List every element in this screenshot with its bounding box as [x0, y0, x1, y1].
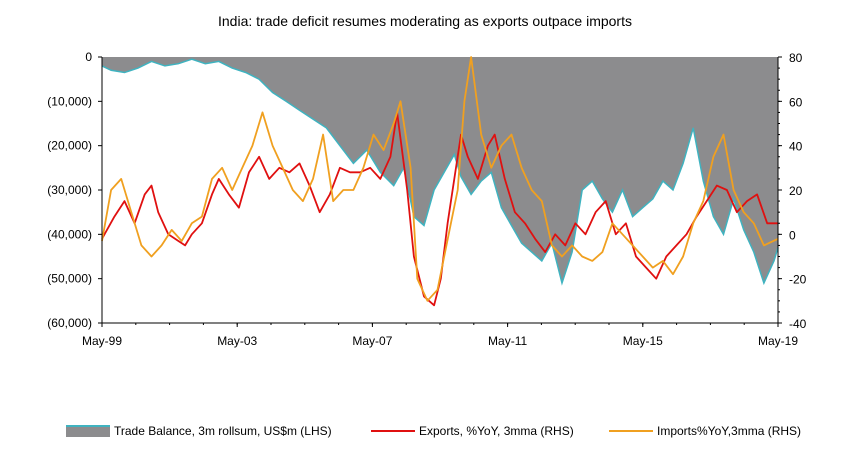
right-tick-label: 0 — [789, 228, 796, 242]
trade-balance-edge — [101, 58, 779, 286]
axes: 0 (10,000) (20,000) (30,000) (40,000) (50,000… — [47, 50, 806, 348]
trade-balance-area — [102, 57, 778, 284]
left-tick-label: (10,000) — [47, 94, 92, 108]
left-tick-label: (30,000) — [47, 183, 92, 197]
legend-item-trade-balance: Trade Balance, 3m rollsum, US$m (LHS) — [66, 424, 332, 438]
imports-line — [101, 56, 779, 302]
right-tick-label: 60 — [789, 95, 803, 109]
legend: Trade Balance, 3m rollsum, US$m (LHS) Ex… — [0, 424, 851, 442]
legend-item-imports: Imports%YoY,3mma (RHS) — [609, 424, 801, 438]
x-tick-label: May-15 — [623, 334, 663, 348]
right-tick-label: -20 — [789, 273, 807, 287]
exports-line — [101, 111, 778, 307]
legend-swatch-exports — [371, 430, 415, 432]
legend-item-exports: Exports, %YoY, 3mma (RHS) — [371, 424, 574, 438]
right-tick-label: 20 — [789, 184, 803, 198]
right-tick-label: 80 — [789, 51, 803, 65]
x-tick-label: May-03 — [217, 334, 257, 348]
left-tick-label: (20,000) — [47, 139, 92, 153]
x-tick-label: May-19 — [758, 334, 798, 348]
chart-title: India: trade deficit resumes moderating … — [218, 13, 632, 29]
x-tick-label: May-99 — [82, 334, 122, 348]
x-tick-label: May-11 — [488, 334, 527, 348]
right-tick-label: 40 — [789, 140, 803, 154]
x-tick-label: May-07 — [352, 334, 392, 348]
left-tick-label: (50,000) — [47, 272, 92, 286]
legend-label-exports: Exports, %YoY, 3mma (RHS) — [419, 424, 574, 438]
legend-label-imports: Imports%YoY,3mma (RHS) — [657, 424, 802, 438]
left-tick-label: (60,000) — [47, 316, 92, 330]
left-tick-label: 0 — [85, 50, 92, 64]
legend-label-trade-balance: Trade Balance, 3m rollsum, US$m (LHS) — [114, 424, 332, 438]
legend-swatch-imports — [609, 430, 653, 432]
left-tick-label: (40,000) — [47, 227, 92, 241]
legend-swatch-area — [66, 425, 110, 437]
plot-area — [101, 56, 779, 307]
right-tick-label: -40 — [789, 317, 807, 331]
